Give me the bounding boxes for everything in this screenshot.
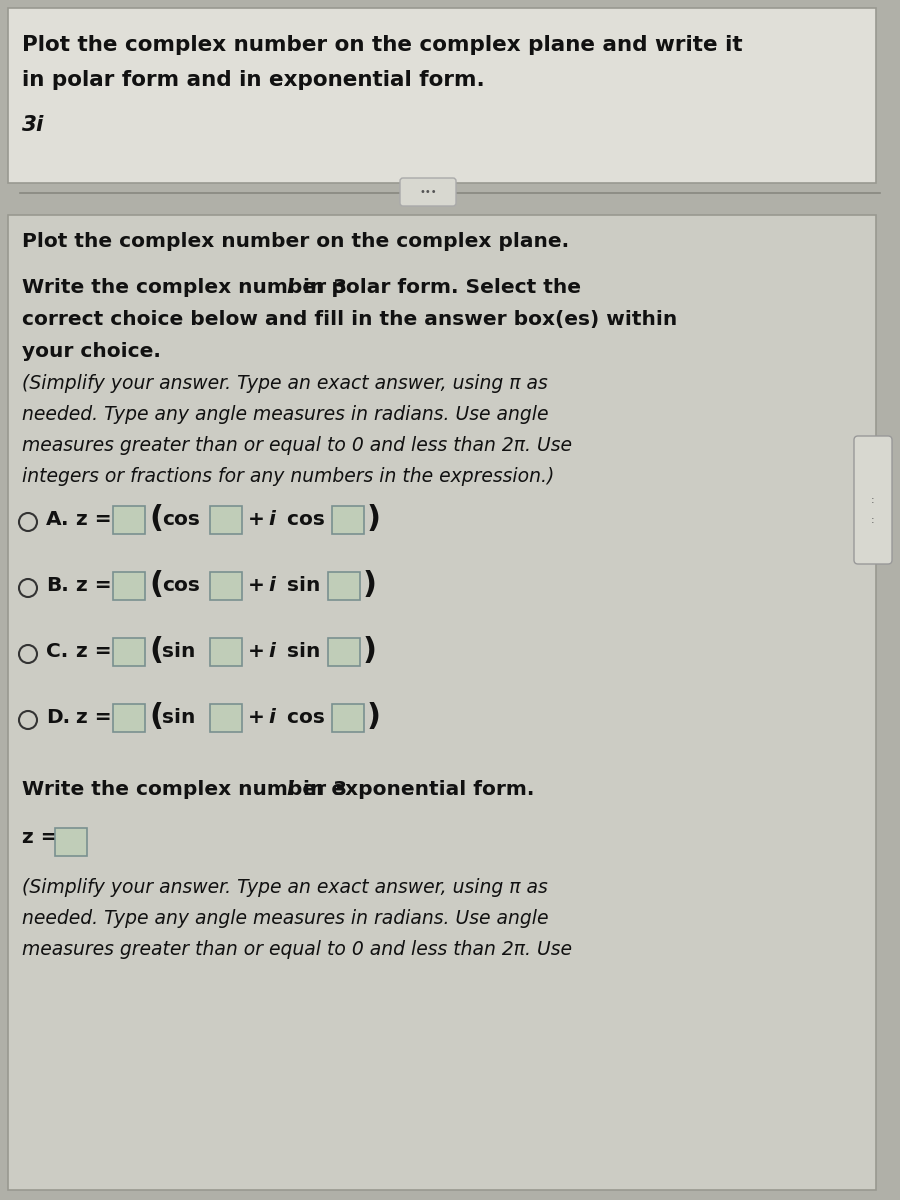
FancyBboxPatch shape [210,506,242,534]
FancyBboxPatch shape [400,178,456,206]
Text: i: i [286,278,292,296]
FancyBboxPatch shape [55,828,87,856]
FancyBboxPatch shape [854,436,892,564]
Text: ): ) [363,636,377,665]
Text: cos: cos [162,576,200,595]
Text: i: i [286,780,292,799]
FancyBboxPatch shape [328,572,360,600]
Text: sin: sin [162,708,195,727]
Text: Write the complex number 3: Write the complex number 3 [22,780,347,799]
FancyBboxPatch shape [210,638,242,666]
Text: C.: C. [46,642,68,661]
Text: z =: z = [76,708,112,727]
Text: needed. Type any angle measures in radians. Use angle: needed. Type any angle measures in radia… [22,404,548,424]
Text: needed. Type any angle measures in radians. Use angle: needed. Type any angle measures in radia… [22,910,548,928]
FancyBboxPatch shape [113,572,145,600]
Text: measures greater than or equal to 0 and less than 2π. Use: measures greater than or equal to 0 and … [22,940,572,959]
Text: i: i [35,115,42,134]
Text: Write the complex number 3: Write the complex number 3 [22,278,347,296]
Text: measures greater than or equal to 0 and less than 2π. Use: measures greater than or equal to 0 and … [22,436,572,455]
Text: B.: B. [46,576,68,595]
FancyBboxPatch shape [332,506,364,534]
Text: cos: cos [280,510,325,529]
Text: cos: cos [162,510,200,529]
Text: (: ( [149,702,163,731]
FancyBboxPatch shape [113,704,145,732]
FancyBboxPatch shape [113,506,145,534]
FancyBboxPatch shape [210,572,242,600]
Text: +: + [248,708,272,727]
Text: •••: ••• [419,187,436,197]
Text: +: + [248,510,272,529]
Text: +: + [248,642,272,661]
Text: z =: z = [76,642,112,661]
Text: sin: sin [280,576,320,595]
FancyBboxPatch shape [113,638,145,666]
Text: (: ( [149,504,163,533]
FancyBboxPatch shape [210,704,242,732]
FancyBboxPatch shape [332,704,364,732]
Text: z =: z = [76,576,112,595]
Text: ): ) [367,702,381,731]
Text: :: : [871,515,875,526]
FancyBboxPatch shape [8,8,876,182]
Text: z =: z = [22,828,58,847]
Text: :: : [871,494,875,505]
Text: sin: sin [162,642,195,661]
Text: ): ) [363,570,377,599]
Text: Plot the complex number on the complex plane.: Plot the complex number on the complex p… [22,232,569,251]
Text: in exponential form.: in exponential form. [296,780,535,799]
Text: Plot the complex number on the complex plane and write it: Plot the complex number on the complex p… [22,35,742,55]
Text: D.: D. [46,708,70,727]
Text: (: ( [149,636,163,665]
FancyBboxPatch shape [8,215,876,1190]
Text: correct choice below and fill in the answer box(es) within: correct choice below and fill in the ans… [22,310,677,329]
Text: sin: sin [280,642,320,661]
Text: A.: A. [46,510,69,529]
Text: ): ) [367,504,381,533]
Text: z =: z = [76,510,112,529]
Text: (Simplify your answer. Type an exact answer, using π as: (Simplify your answer. Type an exact ans… [22,374,548,392]
Text: cos: cos [280,708,325,727]
Text: 3: 3 [22,115,37,134]
Text: i: i [268,510,274,529]
Text: i: i [268,576,274,595]
Text: in polar form. Select the: in polar form. Select the [296,278,581,296]
Text: (: ( [149,570,163,599]
Text: (Simplify your answer. Type an exact answer, using π as: (Simplify your answer. Type an exact ans… [22,878,548,898]
Text: your choice.: your choice. [22,342,161,361]
FancyBboxPatch shape [328,638,360,666]
Text: i: i [268,708,274,727]
Text: integers or fractions for any numbers in the expression.): integers or fractions for any numbers in… [22,467,554,486]
Text: in polar form and in exponential form.: in polar form and in exponential form. [22,70,485,90]
Text: +: + [248,576,272,595]
Text: i: i [268,642,274,661]
